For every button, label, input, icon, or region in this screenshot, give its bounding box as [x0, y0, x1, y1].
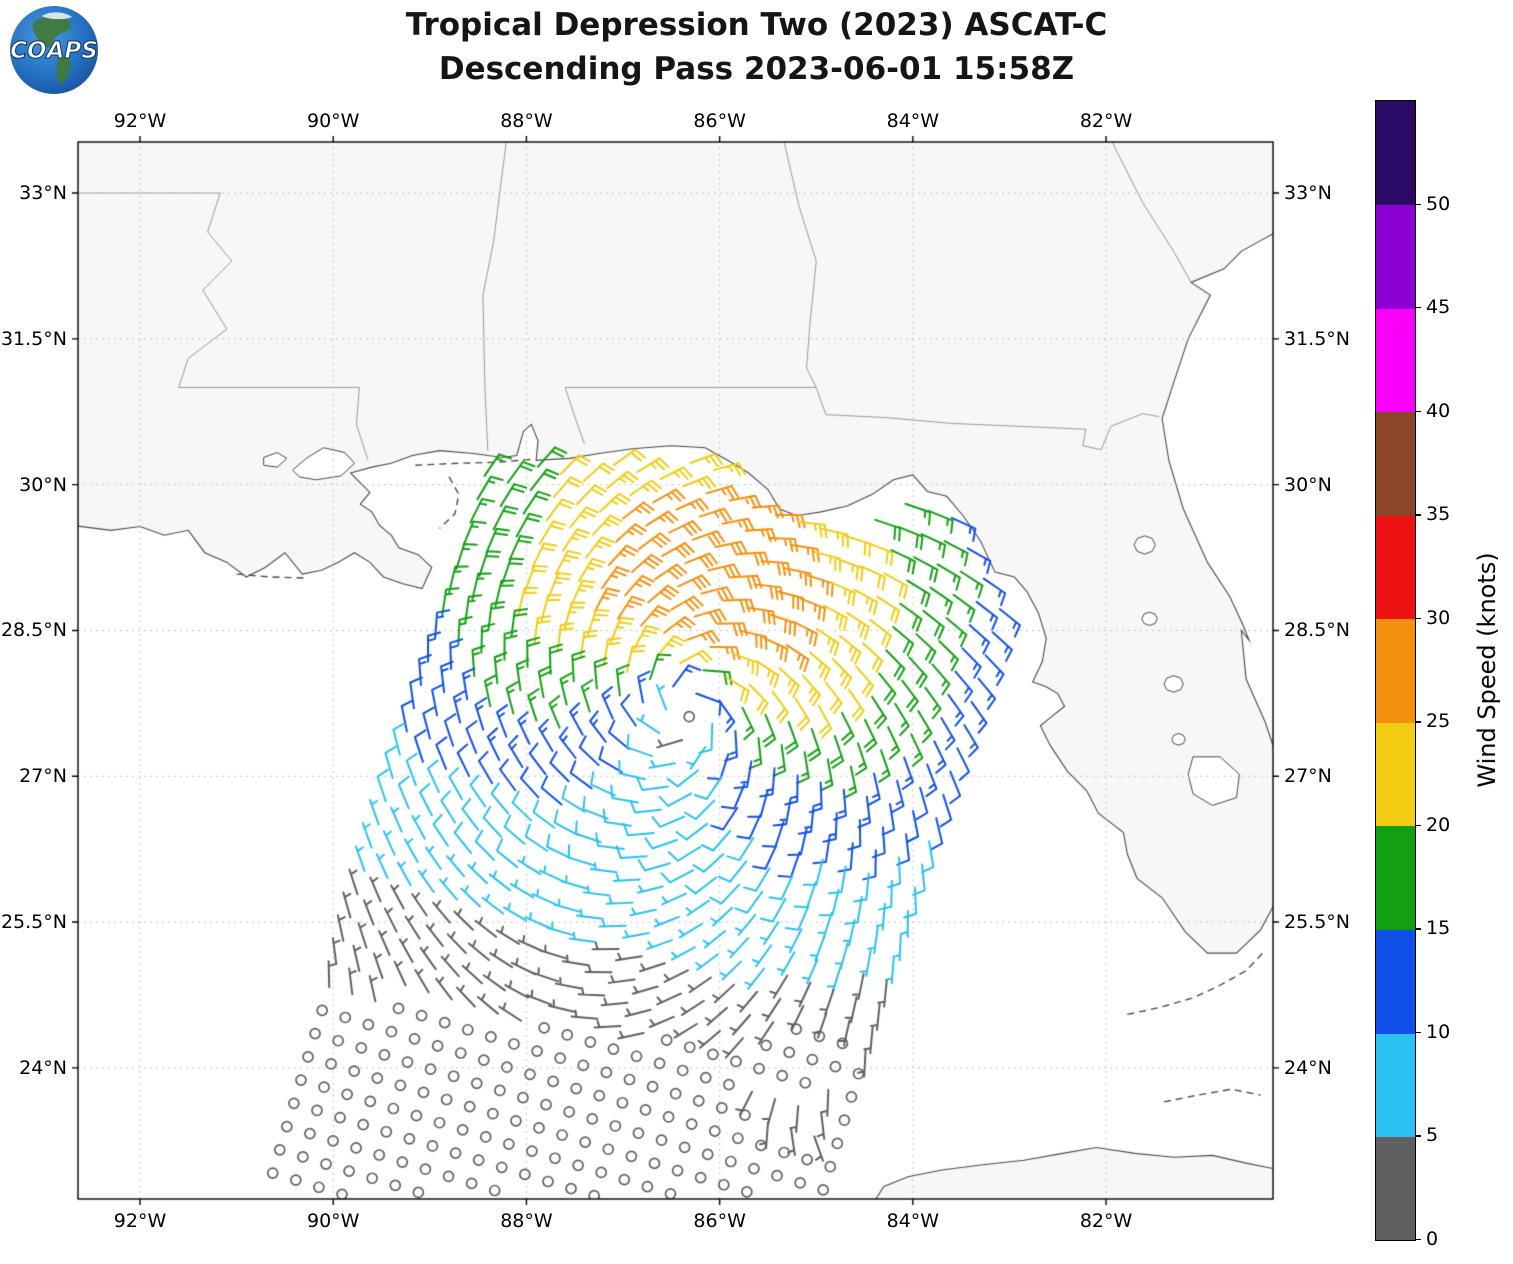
colorbar-tick — [1415, 307, 1421, 309]
lat-tick-label-left: 28.5°N — [0, 619, 67, 642]
lon-tick-label-bottom: 92°W — [113, 1210, 167, 1232]
lat-tick-label-left: 31.5°N — [0, 327, 67, 350]
colorbar-tick — [1415, 617, 1421, 620]
colorbar-bin — [1376, 204, 1415, 309]
colorbar-tick-label: 40 — [1426, 399, 1451, 422]
lat-tick-label-left: 25.5°N — [0, 911, 67, 934]
lon-tick-label-bottom: 86°W — [693, 1210, 746, 1232]
colorbar-tick — [1415, 1135, 1421, 1137]
colorbar-tick-label: 45 — [1426, 296, 1451, 319]
colorbar-tick-label: 30 — [1426, 606, 1451, 629]
colorbar-tick-label: 35 — [1426, 503, 1451, 526]
colorbar-tick-label: 0 — [1426, 1228, 1439, 1250]
colorbar-bin — [1376, 515, 1415, 620]
colorbar-tick — [1415, 1031, 1421, 1034]
colorbar-tick — [1415, 1239, 1421, 1241]
colorbar-tick — [1415, 203, 1421, 205]
colorbar-tick-label: 15 — [1426, 917, 1451, 940]
colorbar-title: Wind Speed (knots) — [1473, 552, 1501, 788]
colorbar-tick — [1415, 824, 1421, 827]
colorbar-tick — [1415, 514, 1421, 516]
lon-tick-label-top: 82°W — [1079, 110, 1133, 132]
colorbar-tick — [1415, 721, 1421, 723]
lon-tick-label-bottom: 84°W — [886, 1210, 940, 1232]
lon-tick-label-top: 90°W — [306, 110, 360, 132]
lat-tick-label-left: 24°N — [19, 1056, 67, 1079]
lat-tick-label-right: 31.5°N — [1284, 327, 1351, 350]
lat-tick-label-right: 28.5°N — [1284, 619, 1351, 642]
lat-tick-label-right: 24°N — [1284, 1056, 1332, 1079]
lon-tick-label-bottom: 90°W — [306, 1210, 360, 1232]
colorbar-bin — [1376, 929, 1415, 1034]
lon-tick-label-top: 84°W — [886, 110, 940, 132]
lon-tick-label-top: 88°W — [500, 110, 553, 132]
lon-tick-label-bottom: 82°W — [1079, 1210, 1133, 1232]
colorbar-tick — [1415, 410, 1421, 413]
colorbar-bin — [1376, 411, 1415, 516]
lat-tick-label-left: 33°N — [19, 182, 67, 205]
colorbar-tick-label: 50 — [1426, 192, 1451, 215]
lon-tick-label-top: 92°W — [113, 110, 167, 132]
colorbar-tick-label: 25 — [1426, 710, 1451, 733]
lat-tick-label-right: 30°N — [1284, 473, 1332, 496]
lat-tick-label-right: 27°N — [1284, 765, 1332, 788]
colorbar-bin — [1376, 308, 1415, 413]
lon-tick-label-bottom: 88°W — [500, 1210, 553, 1232]
colorbar-tick-label: 20 — [1426, 813, 1451, 836]
colorbar-tick-label: 10 — [1426, 1020, 1451, 1043]
colorbar-tick-label: 5 — [1426, 1124, 1439, 1147]
colorbar-tick — [1415, 928, 1421, 930]
colorbar-bin — [1376, 722, 1415, 827]
colorbar-bin — [1376, 1032, 1415, 1138]
lat-tick-label-right: 33°N — [1284, 182, 1332, 205]
colorbar-bin — [1376, 618, 1415, 723]
lat-tick-label-right: 25.5°N — [1284, 911, 1351, 934]
colorbar — [1375, 100, 1416, 1241]
colorbar-bin — [1376, 101, 1415, 206]
lat-tick-label-left: 27°N — [19, 765, 67, 788]
lon-tick-label-top: 86°W — [693, 110, 746, 132]
lat-tick-label-left: 30°N — [19, 473, 67, 496]
colorbar-bin — [1376, 825, 1415, 930]
colorbar-bin — [1376, 1136, 1415, 1240]
